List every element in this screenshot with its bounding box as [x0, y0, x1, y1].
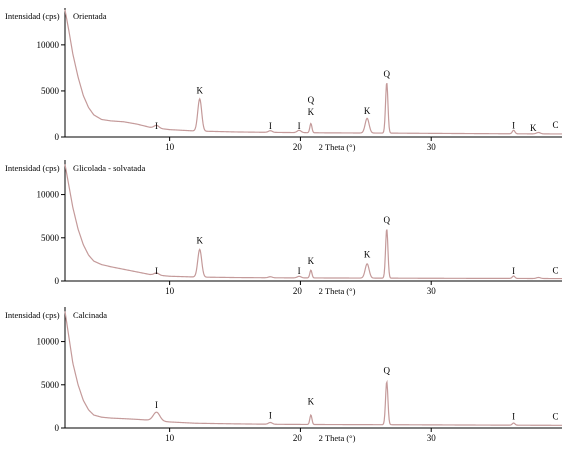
x-tick-label: 10 [165, 433, 175, 443]
peak-label: I [155, 266, 158, 276]
x-tick-label: 20 [293, 286, 303, 296]
x-tick-label: 10 [165, 286, 175, 296]
sample-label: Glicolada - solvatada [73, 163, 145, 173]
sample-label: Calcinada [73, 310, 107, 320]
y-tick-label: 5000 [41, 86, 60, 96]
x-tick-label: 20 [293, 142, 303, 152]
y-tick-label: 5000 [41, 233, 60, 243]
peak-label: I [269, 121, 272, 131]
y-tick-label: 0 [55, 132, 60, 142]
y-axis-title: Intensidad (cps) [5, 310, 60, 320]
x-tick-label: 30 [427, 286, 437, 296]
y-tick-label: 5000 [41, 380, 60, 390]
diffraction-trace [64, 9, 562, 135]
peak-label: K [196, 235, 203, 245]
x-axis-title: 2 Theta (°) [319, 286, 356, 296]
peak-label: I [155, 121, 158, 131]
xrd-panel-3: 0 5000 10000 10 20 30 Intensidad (cps) 2 Theta … [5, 307, 562, 443]
peak-label: K [196, 86, 203, 96]
peak-label: K [308, 397, 315, 407]
xrd-panel-1: 0 5000 10000 10 20 30 Intensidad (cps) 2 Theta … [5, 8, 562, 152]
y-tick-label: 10000 [37, 337, 60, 347]
x-tick-label: 30 [427, 142, 437, 152]
y-tick-label: 0 [55, 276, 60, 286]
peak-label: I [298, 121, 301, 131]
peak-label: I [512, 411, 515, 421]
peak-label: K [530, 123, 537, 133]
peak-label: I [155, 400, 158, 410]
peak-label: C [552, 120, 558, 130]
peak-label: I [298, 266, 301, 276]
y-axis-title: Intensidad (cps) [5, 11, 60, 21]
y-tick-label: 10000 [37, 40, 60, 50]
x-tick-label: 10 [165, 142, 175, 152]
peak-label: Q [383, 69, 390, 79]
peak-label: Q [308, 95, 315, 105]
diffraction-trace [64, 311, 562, 426]
y-axis-title: Intensidad (cps) [5, 163, 60, 173]
peak-label: K [308, 256, 315, 266]
peak-label: Q [383, 215, 390, 225]
x-tick-label: 20 [293, 433, 303, 443]
peak-label: K [308, 107, 315, 117]
peak-label: C [552, 411, 558, 421]
peak-label: I [512, 121, 515, 131]
x-axis-title: 2 Theta (°) [319, 433, 356, 443]
peak-label: K [364, 250, 371, 260]
sample-label: Orientada [73, 11, 107, 21]
peak-label: Q [383, 366, 390, 376]
peak-label: C [552, 266, 558, 276]
diffraction-trace [64, 164, 562, 280]
x-tick-label: 30 [427, 433, 437, 443]
peak-label: K [364, 106, 371, 116]
peak-label: I [512, 266, 515, 276]
y-tick-label: 10000 [37, 190, 60, 200]
y-tick-label: 0 [55, 423, 60, 433]
x-axis-title: 2 Theta (°) [319, 142, 356, 152]
xrd-panel-2: 0 5000 10000 10 20 30 Intensidad (cps) 2 Theta … [5, 160, 562, 296]
peak-label: I [269, 410, 272, 420]
